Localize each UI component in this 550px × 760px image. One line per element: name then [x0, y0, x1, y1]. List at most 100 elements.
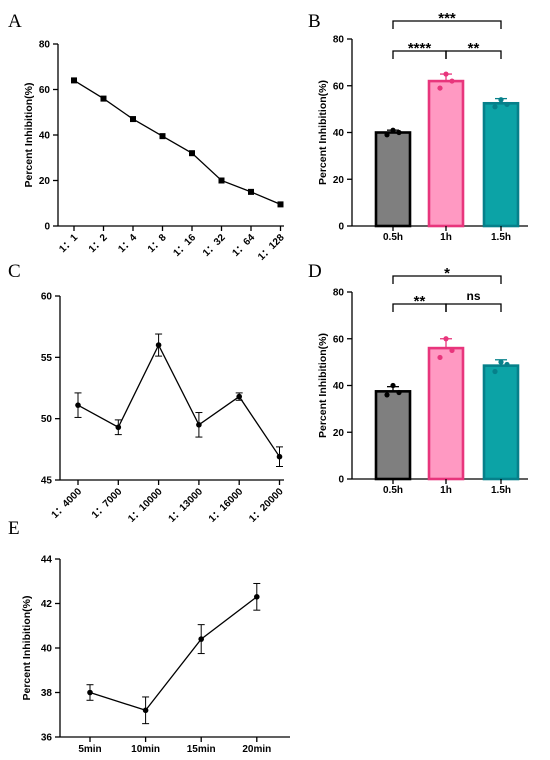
D-y-tick-label: 20 — [333, 428, 345, 439]
C-data-point — [75, 402, 81, 408]
B-replicate-point — [396, 129, 402, 136]
B-y-tick-label: 0 — [338, 222, 344, 233]
C-data-point — [155, 342, 162, 348]
E-x-tick-label: 20min — [242, 744, 271, 755]
B-bar — [482, 101, 520, 228]
D-replicate-point — [390, 382, 396, 389]
A-x-tick-label: 1：32 — [201, 232, 228, 259]
C-x-tick-label: 1：16000 — [207, 486, 246, 525]
B-replicate-point — [390, 127, 396, 133]
C-y-tick-label: 55 — [41, 353, 53, 364]
A-data-point — [130, 116, 136, 123]
panel-A: A 0 20 40 60 80 Percent Inhibition(%) 1：1 1：2 1：4… — [8, 11, 287, 263]
A-x-tick-label: 1：1 — [57, 232, 80, 255]
D-y-axis-label: Percent Inhibition(%) — [317, 333, 329, 438]
A-data-point — [189, 150, 195, 157]
A-series-line — [73, 79, 281, 205]
panel-letter-C: C — [8, 261, 21, 282]
E-x-tick-label: 5min — [78, 744, 101, 755]
D-replicate-point — [437, 354, 443, 361]
D-y-tick-label: 40 — [333, 381, 345, 392]
C-data-point — [236, 393, 242, 400]
C-x-tick-label: 1：20000 — [247, 486, 286, 525]
B-x-tick-label: 1h — [440, 232, 452, 243]
A-data-point — [248, 188, 254, 195]
D-significance-label: * — [444, 265, 450, 282]
E-data-point — [87, 689, 93, 696]
E-y-tick-label: 38 — [41, 688, 53, 699]
E-x-tick-label: 15min — [187, 744, 216, 755]
D-replicate-point — [449, 347, 455, 354]
C-y-tick-label: 60 — [41, 292, 53, 303]
A-x-tick-label: 1：64 — [230, 232, 257, 259]
A-data-point — [100, 95, 107, 102]
D-x-tick-label: 0.5h — [383, 485, 403, 496]
panel-E: E 36 38 40 42 44 Percent Inhibition(%) 5min 10mi… — [8, 518, 290, 755]
E-y-tick-label: 40 — [41, 644, 53, 655]
C-x-tick-label: 1：7000 — [90, 486, 125, 521]
D-replicate-point — [443, 336, 449, 342]
D-y-tick-label: 0 — [338, 475, 344, 486]
D-significance-label: ns — [466, 289, 480, 303]
B-y-axis-label: Percent Inhibition(%) — [317, 80, 329, 185]
A-y-tick-label: 60 — [39, 85, 51, 96]
B-y-tick-label: 80 — [333, 35, 345, 46]
B-significance-label: ** — [468, 40, 480, 57]
B-replicate-point — [384, 132, 390, 138]
B-x-tick-label: 0.5h — [383, 232, 403, 243]
A-y-tick-label: 0 — [44, 222, 50, 233]
A-y-axis-label: Percent Inhibition(%) — [23, 83, 35, 188]
E-data-point — [142, 707, 149, 714]
A-x-tick-label: 1：16 — [171, 232, 198, 259]
panel-letter-D: D — [308, 261, 322, 282]
A-data-point — [277, 201, 284, 208]
A-x-tick-label: 1：4 — [116, 232, 139, 255]
D-replicate-point — [498, 359, 504, 365]
B-significance-label: *** — [438, 10, 456, 27]
D-replicate-point — [504, 361, 510, 368]
D-replicate-point — [384, 392, 390, 398]
B-bar — [374, 131, 412, 228]
A-y-tick-label: 20 — [39, 176, 51, 187]
B-x-tick-label: 1.5h — [491, 232, 511, 243]
D-significance-bracket — [392, 275, 502, 284]
B-significance-label: **** — [408, 40, 432, 57]
C-series-line — [77, 343, 281, 458]
B-y-tick-label: 40 — [333, 128, 345, 139]
E-series-line — [89, 596, 258, 712]
B-y-tick-label: 20 — [333, 175, 345, 186]
D-replicate-point — [492, 368, 498, 375]
C-y-tick-label: 50 — [41, 414, 53, 425]
A-x-tick-label: 1：128 — [256, 232, 287, 263]
D-y-tick-label: 60 — [333, 334, 345, 345]
D-replicate-point — [396, 389, 402, 396]
panel-B: B 0 20 40 60 80 Percent Inhibition(%) 0.5h 1h 1.5… — [308, 10, 528, 243]
A-data-point — [218, 177, 225, 184]
D-x-tick-label: 1h — [440, 485, 452, 496]
A-x-tick-label: 1：2 — [87, 232, 110, 255]
E-data-point — [253, 594, 260, 600]
E-y-tick-label: 44 — [41, 555, 53, 566]
E-y-axis-label: Percent Inhibition(%) — [21, 596, 33, 701]
D-significance-label: ** — [414, 293, 426, 310]
C-x-tick-label: 1：13000 — [167, 486, 206, 525]
C-x-tick-label: 1：10000 — [126, 486, 165, 525]
B-replicate-point — [498, 97, 504, 103]
B-replicate-point — [443, 71, 449, 77]
B-bar — [427, 79, 465, 228]
A-data-point — [71, 77, 77, 84]
A-x-tick-label: 1：8 — [146, 232, 169, 255]
B-replicate-point — [504, 101, 510, 108]
D-bar — [427, 346, 465, 481]
D-x-tick-label: 1.5h — [491, 485, 511, 496]
D-bar — [374, 390, 412, 481]
A-y-tick-label: 40 — [39, 131, 51, 142]
E-y-tick-label: 42 — [41, 599, 53, 610]
panel-letter-E: E — [8, 518, 20, 539]
B-replicate-point — [437, 85, 443, 91]
B-replicate-point — [449, 78, 455, 84]
B-y-tick-label: 60 — [333, 81, 345, 92]
E-x-tick-label: 10min — [131, 744, 160, 755]
D-y-tick-label: 80 — [333, 288, 345, 299]
C-data-point — [276, 453, 283, 460]
